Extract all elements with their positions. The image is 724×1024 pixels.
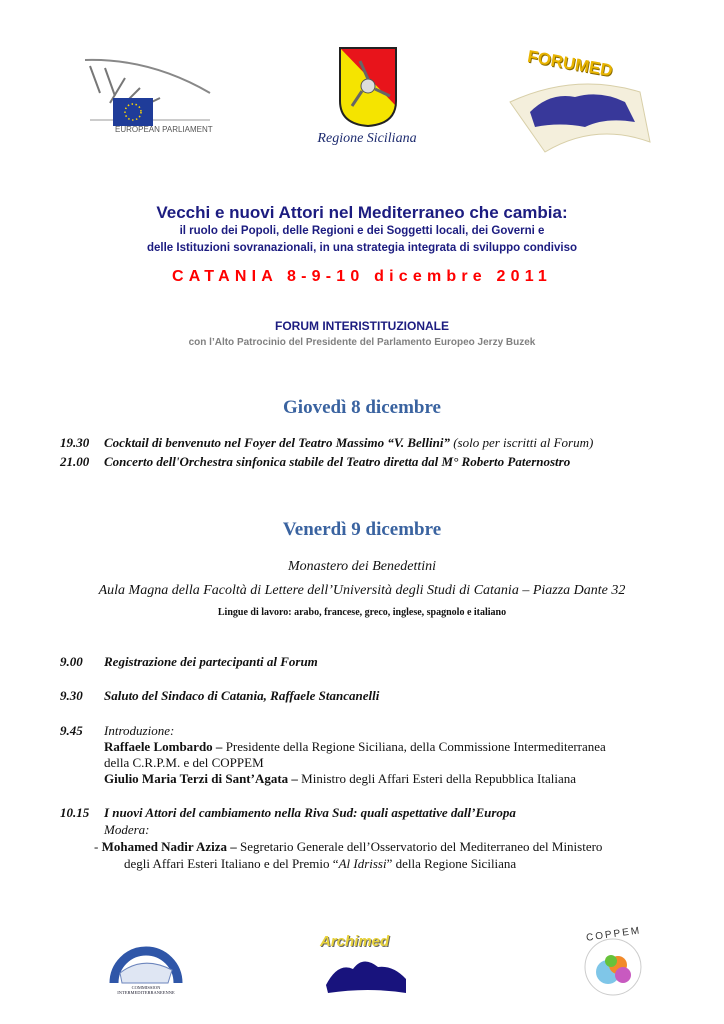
mediterranean-map-icon bbox=[509, 83, 651, 153]
speaker-name: Giulio Maria Terzi di Sant’Agata – bbox=[104, 771, 298, 786]
agenda-item: 9.00 Registrazione dei partecipanti al Fo… bbox=[60, 654, 318, 670]
archimed-label: Archimed bbox=[320, 933, 390, 950]
event-subtitle-2: delle Istituzioni sovranazionali, in una… bbox=[146, 242, 578, 254]
archimed-logo: Archimed bbox=[318, 927, 413, 997]
agenda-time: 21.00 bbox=[60, 454, 90, 469]
agenda-text: Saluto del Sindaco di Catania, Raffaele … bbox=[104, 688, 380, 703]
speaker-role-cont: della C.R.P.M. e del COPPEM bbox=[104, 755, 264, 770]
agenda-note: (solo per iscritti al Forum) bbox=[449, 435, 594, 450]
coppem-logo: COPPEM bbox=[578, 925, 648, 997]
mediterranean-map-icon bbox=[326, 961, 406, 993]
speaker-role: Presidente della Regione Siciliana, dell… bbox=[222, 739, 606, 754]
agenda-text: Cocktail di benvenuto nel Foyer del Teat… bbox=[104, 435, 450, 450]
agenda-item: 21.00 Concerto dell'Orchestra sinfonica s… bbox=[60, 454, 570, 470]
forumed-logo: FORUMED bbox=[505, 47, 655, 157]
agenda-text: Introduzione: bbox=[104, 723, 175, 738]
award-name: Al Idrissi bbox=[338, 856, 387, 871]
speaker: Raffaele Lombardo – Presidente della Reg… bbox=[104, 739, 606, 755]
regione-siciliana-label: Regione Siciliana bbox=[317, 131, 417, 146]
speaker-role: Ministro degli Affari Esteri della Repub… bbox=[297, 771, 577, 786]
speaker: Giulio Maria Terzi di Sant’Agata – Minis… bbox=[104, 771, 576, 787]
agenda-text: I nuovi Attori del cambiamento nella Riv… bbox=[104, 805, 516, 820]
commission-intermediterraneenne-logo: COMMISSION INTERMEDITERRANEENNE bbox=[108, 925, 184, 997]
agenda-time: 9.00 bbox=[60, 654, 83, 669]
moderator-role: Segretario Generale dell’Osservatorio de… bbox=[236, 839, 603, 854]
role-text: degli Affari Esteri Italiano e del Premi… bbox=[124, 856, 339, 871]
moderator-name: Mohamed Nadir Aziza – bbox=[101, 839, 237, 854]
role-text: ” della Regione Siciliana bbox=[386, 856, 517, 871]
agenda-item: 19.30 Cocktail di benvenuto nel Foyer del… bbox=[60, 435, 593, 451]
working-languages: Lingue di lavoro: arabo, francese, greco… bbox=[217, 607, 507, 618]
event-subtitle-1: il ruolo dei Popoli, delle Regioni e dei… bbox=[179, 225, 545, 237]
parliament-arch-icon bbox=[84, 58, 211, 126]
event-title: Vecchi e nuovi Attori nel Mediterraneo c… bbox=[156, 203, 568, 222]
agenda-item: 9.45 Introduzione: bbox=[60, 723, 174, 739]
list-dash: - bbox=[94, 839, 102, 854]
moderator-label: Modera: bbox=[104, 822, 150, 837]
agenda-text: Concerto dell'Orchestra sinfonica stabil… bbox=[104, 454, 571, 469]
patronage-text: con l’Alto Patrocinio del Presidente del… bbox=[188, 337, 536, 348]
speaker-name: Raffaele Lombardo – bbox=[104, 739, 223, 754]
agenda-text: Registrazione dei partecipanti al Forum bbox=[104, 654, 318, 669]
agenda-time: 10.15 bbox=[60, 805, 90, 820]
european-parliament-logo: EUROPEAN PARLIAMENT bbox=[80, 48, 230, 153]
forum-label: FORUM INTERISTITUZIONALE bbox=[275, 319, 449, 333]
trinacria-shield-icon bbox=[339, 47, 397, 128]
agenda-time: 19.30 bbox=[60, 435, 90, 450]
regione-siciliana-coat-of-arms bbox=[338, 46, 398, 133]
thursday-heading: Giovedì 8 dicembre bbox=[283, 397, 441, 418]
agenda-item: 9.30 Saluto del Sindaco di Catania, Raffa… bbox=[60, 688, 379, 704]
coppem-circle-icon bbox=[584, 938, 642, 996]
moderator-role-cont: degli Affari Esteri Italiano e del Premi… bbox=[124, 856, 516, 872]
commission-label: COMMISSION INTERMEDITERRANEENNE bbox=[117, 985, 175, 995]
agenda-time: 9.30 bbox=[60, 688, 83, 703]
european-parliament-label: EUROPEAN PARLIAMENT bbox=[115, 125, 213, 134]
agenda-item: 10.15 I nuovi Attori del cambiamento nell… bbox=[60, 805, 516, 821]
agenda-time: 9.45 bbox=[60, 723, 83, 738]
place-and-date: CATANIA 8-9-10 dicembre 2011 bbox=[171, 268, 553, 285]
venue: Monastero dei Benedettini bbox=[288, 559, 436, 574]
moderator: - Mohamed Nadir Aziza – Segretario Gener… bbox=[94, 839, 602, 855]
friday-heading: Venerdì 9 dicembre bbox=[282, 519, 442, 540]
stars-arch-icon bbox=[109, 946, 183, 984]
venue-room: Aula Magna della Facoltà di Lettere dell… bbox=[98, 583, 626, 598]
